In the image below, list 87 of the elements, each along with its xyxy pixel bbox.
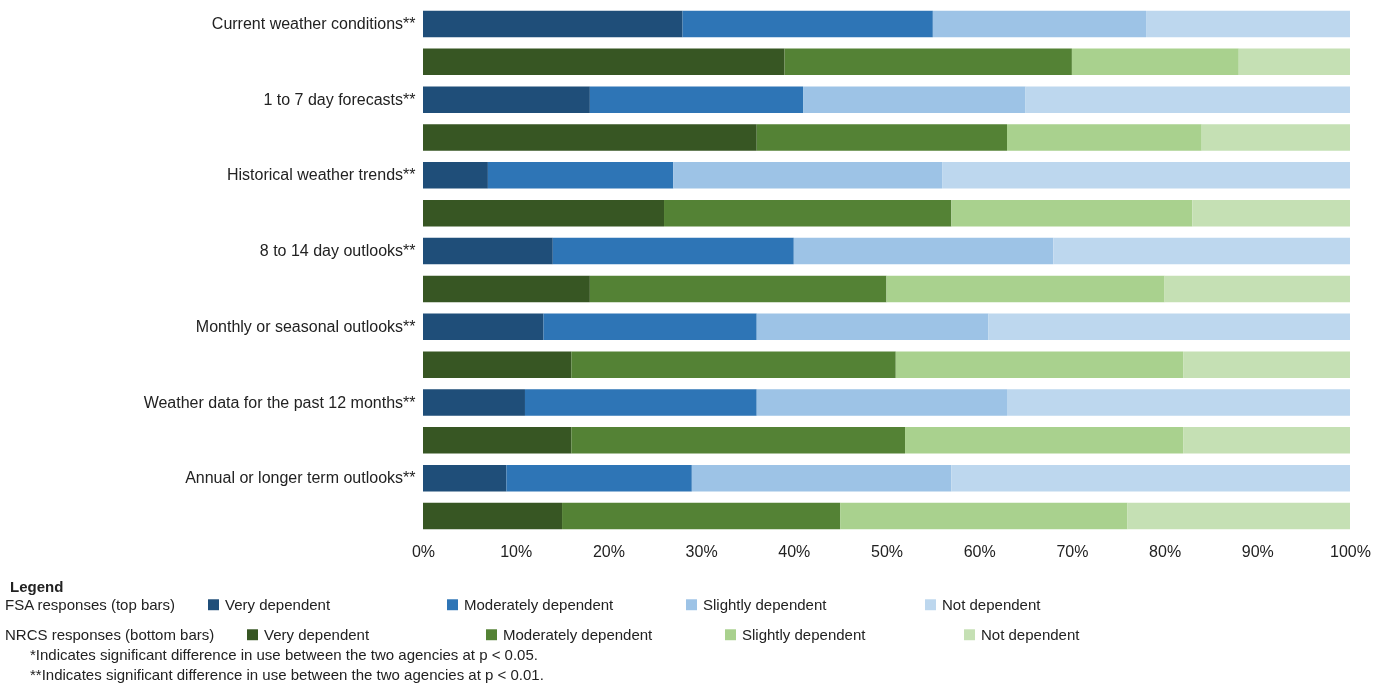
bar bbox=[423, 48, 785, 76]
x-tick-label: 70% bbox=[1056, 542, 1089, 560]
legend-label: Not dependent bbox=[942, 595, 1042, 613]
y-tick-label: 8 to 14 day outlooks** bbox=[259, 242, 416, 260]
bar bbox=[524, 389, 757, 416]
bar bbox=[1238, 48, 1350, 76]
bar bbox=[552, 237, 794, 265]
x-tick-label: 30% bbox=[685, 542, 718, 560]
y-tick-label: Current weather conditions** bbox=[211, 14, 416, 32]
legend-label: Very dependent bbox=[225, 595, 331, 613]
bar bbox=[423, 502, 563, 530]
bar bbox=[423, 124, 757, 151]
bar bbox=[932, 10, 1147, 38]
x-tick-label: 50% bbox=[870, 542, 904, 560]
bar bbox=[673, 162, 943, 189]
bar bbox=[423, 389, 525, 416]
bar bbox=[951, 464, 1350, 492]
x-tick-label: 100% bbox=[1330, 542, 1371, 560]
bar bbox=[1183, 427, 1350, 454]
bar bbox=[423, 237, 553, 265]
bar bbox=[951, 199, 1193, 227]
x-tick-label: 90% bbox=[1241, 542, 1274, 560]
y-tick-label: Weather data for the past 12 months** bbox=[143, 393, 416, 411]
bar bbox=[793, 237, 1054, 265]
legend-label: Slightly dependent bbox=[703, 595, 828, 613]
legend-label: Moderately dependent bbox=[503, 625, 654, 643]
bar bbox=[1146, 10, 1350, 38]
bar bbox=[423, 199, 665, 227]
y-tick-label: 1 to 7 day forecasts** bbox=[263, 90, 416, 108]
bar bbox=[886, 275, 1165, 303]
bar bbox=[1183, 351, 1350, 378]
x-tick-label: 80% bbox=[1149, 542, 1182, 560]
bar bbox=[1007, 124, 1202, 151]
bar bbox=[562, 502, 841, 530]
bar bbox=[756, 124, 1008, 151]
bar bbox=[571, 427, 906, 454]
bar bbox=[895, 351, 1184, 378]
bar bbox=[1164, 275, 1350, 303]
legend-title: Legend bbox=[10, 578, 64, 595]
bar bbox=[682, 10, 933, 38]
bar bbox=[423, 351, 572, 378]
bar bbox=[942, 162, 1350, 189]
bar bbox=[423, 162, 488, 189]
bar bbox=[840, 502, 1128, 530]
bar bbox=[423, 10, 683, 38]
bar bbox=[756, 389, 1008, 416]
legend-label: Moderately dependent bbox=[464, 595, 615, 613]
bar bbox=[756, 313, 989, 341]
bar bbox=[664, 199, 952, 227]
bar bbox=[1201, 124, 1350, 151]
bar bbox=[784, 48, 1072, 76]
bar bbox=[905, 427, 1184, 454]
text: *Indicates significant difference in use between the two agencies at p < 0.05. bbox=[30, 646, 538, 663]
text: **Indicates significant difference in use between the two agencies at p < 0.01. bbox=[30, 666, 544, 683]
legend-label: Very dependent bbox=[264, 625, 370, 643]
bar bbox=[589, 86, 804, 113]
y-tick-label: Historical weather trends** bbox=[226, 166, 416, 184]
y-tick-label: Annual or longer term outlooks** bbox=[185, 469, 416, 487]
y-tick-label: Monthly or seasonal outlooks** bbox=[195, 317, 416, 335]
bar bbox=[543, 313, 757, 341]
bar bbox=[423, 464, 507, 492]
bar bbox=[1007, 389, 1350, 416]
bar bbox=[506, 464, 692, 492]
bar bbox=[1053, 237, 1350, 265]
bar bbox=[571, 351, 896, 378]
bar bbox=[423, 275, 590, 303]
bar bbox=[1025, 86, 1350, 113]
text: FSA responses (top bars) bbox=[5, 596, 176, 613]
legend-label: Slightly dependent bbox=[742, 625, 867, 643]
bar bbox=[691, 464, 952, 492]
bar bbox=[589, 275, 887, 303]
bar bbox=[1071, 48, 1239, 76]
bar bbox=[487, 162, 674, 189]
text: NRCS responses (bottom bars) bbox=[5, 626, 215, 643]
x-tick-label: 60% bbox=[963, 542, 996, 560]
x-tick-label: 20% bbox=[592, 542, 625, 560]
legend-label: Not dependent bbox=[981, 625, 1081, 643]
bar bbox=[803, 86, 1026, 113]
bar bbox=[423, 427, 572, 454]
bar bbox=[988, 313, 1350, 341]
bar bbox=[423, 86, 590, 113]
bar bbox=[1192, 199, 1350, 227]
x-tick-label: 0% bbox=[411, 542, 436, 560]
bar bbox=[423, 313, 544, 341]
bar bbox=[1127, 502, 1350, 530]
x-tick-label: 40% bbox=[778, 542, 811, 560]
x-tick-label: 10% bbox=[500, 542, 533, 560]
